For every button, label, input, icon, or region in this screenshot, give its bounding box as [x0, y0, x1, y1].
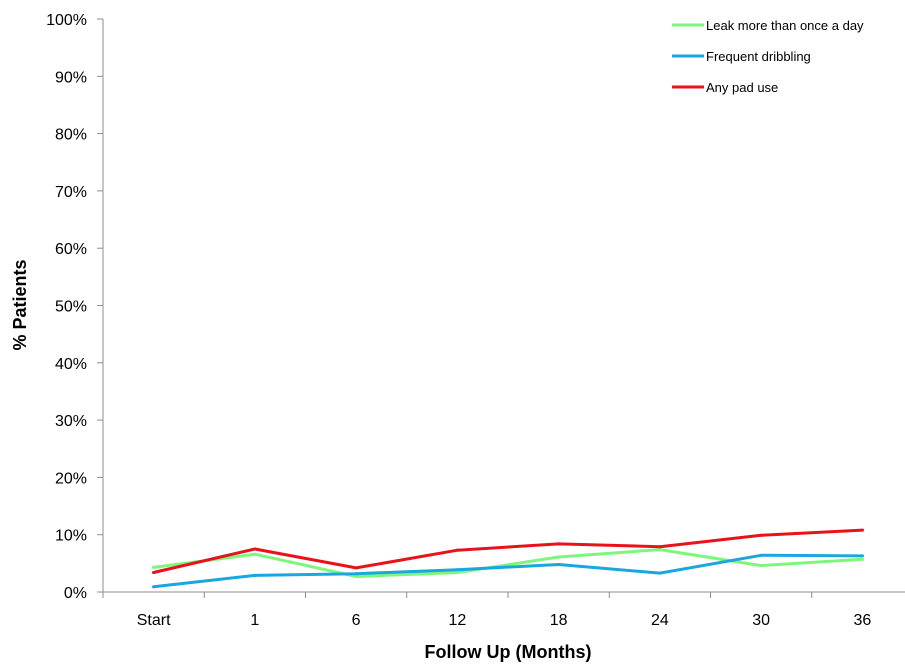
data-point — [152, 571, 156, 575]
x-tick-label: Start — [137, 612, 171, 629]
y-tick-label: 80% — [55, 127, 87, 144]
data-point — [658, 548, 662, 552]
series-line-2 — [152, 553, 864, 589]
legend-label: Frequent dribbling — [706, 49, 811, 64]
y-tick-label: 90% — [55, 69, 87, 86]
data-point — [557, 555, 561, 559]
data-point — [557, 542, 561, 546]
data-point — [759, 553, 763, 557]
y-tick-label: 10% — [55, 528, 87, 545]
x-tick-label: 30 — [752, 612, 770, 629]
y-axis-title: % Patients — [10, 259, 30, 350]
data-point — [354, 572, 358, 576]
data-point — [455, 571, 459, 575]
y-tick-label: 70% — [55, 184, 87, 201]
data-point — [253, 573, 257, 577]
series-line-3 — [152, 528, 864, 574]
y-tick-label: 60% — [55, 241, 87, 258]
data-point — [354, 575, 358, 579]
x-axis-title: Follow Up (Months) — [425, 642, 592, 662]
data-point — [455, 548, 459, 552]
x-tick-label: 12 — [448, 612, 466, 629]
x-tick-label: 36 — [853, 612, 871, 629]
data-point — [557, 562, 561, 566]
data-point — [152, 565, 156, 569]
x-tick-label: 1 — [250, 612, 259, 629]
y-tick-label: 50% — [55, 299, 87, 316]
legend: Leak more than once a day Frequent dribbl… — [672, 18, 864, 95]
data-point — [860, 554, 864, 558]
series-line-1 — [152, 548, 864, 578]
data-point — [860, 557, 864, 561]
data-point — [253, 552, 257, 556]
y-tick-label: 30% — [55, 413, 87, 430]
y-tick-label: 40% — [55, 356, 87, 373]
data-point — [759, 564, 763, 568]
data-point — [658, 571, 662, 575]
x-axis: Start 1 6 12 18 24 30 36 — [102, 591, 905, 629]
x-tick-label: 24 — [651, 612, 669, 629]
data-point — [253, 547, 257, 551]
x-tick-label: 18 — [550, 612, 568, 629]
y-axis: 0% 10% 20% 30% 40% 50% 60% 70% 80% 90% 100% — [46, 12, 104, 602]
x-tick-label: 6 — [352, 612, 361, 629]
data-point — [455, 568, 459, 572]
legend-label: Any pad use — [706, 80, 778, 95]
data-point — [658, 545, 662, 549]
data-point — [354, 566, 358, 570]
data-point — [152, 585, 156, 589]
legend-label: Leak more than once a day — [706, 18, 864, 33]
y-tick-label: 0% — [64, 585, 87, 602]
series-layer — [152, 528, 864, 589]
data-point — [860, 528, 864, 532]
data-point — [759, 533, 763, 537]
y-tick-label: 100% — [46, 12, 87, 29]
y-tick-label: 20% — [55, 470, 87, 487]
